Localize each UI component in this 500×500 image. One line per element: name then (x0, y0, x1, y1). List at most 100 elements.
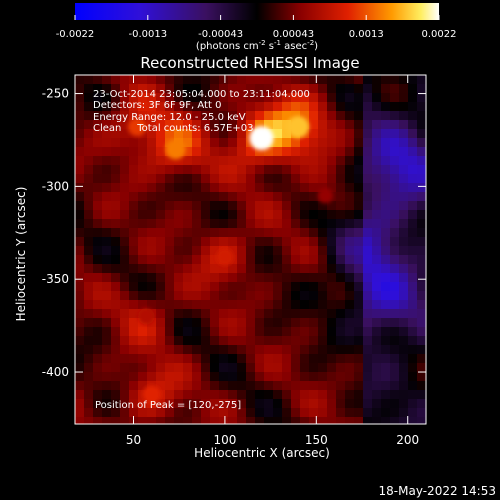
heatmap-cell (282, 183, 292, 193)
heatmap-cell (354, 192, 364, 202)
heatmap-cell (273, 84, 283, 94)
heatmap-cell (273, 228, 283, 238)
heatmap-cell (345, 381, 355, 391)
heatmap-cell (273, 309, 283, 319)
heatmap-cell (273, 192, 283, 202)
heatmap-cell (237, 327, 247, 337)
heatmap-cell (282, 165, 292, 175)
heatmap-cell (75, 246, 85, 256)
heatmap-cell (75, 363, 85, 373)
heatmap-cell (291, 201, 301, 211)
heatmap-cell (318, 309, 328, 319)
heatmap-cell (363, 84, 373, 94)
heatmap-cell (336, 255, 346, 265)
x-axis-title: Heliocentric X (arcsec) (194, 446, 330, 460)
heatmap-cell (237, 156, 247, 166)
heatmap-cell (183, 228, 193, 238)
heatmap-cell (390, 237, 400, 247)
heatmap-cell (318, 93, 328, 103)
heatmap-cell (300, 291, 310, 301)
heatmap-cell (255, 390, 265, 400)
heatmap-cell (156, 273, 166, 283)
heatmap-cell (372, 354, 382, 364)
heatmap-cell (345, 183, 355, 193)
heatmap-cell (102, 318, 112, 328)
heatmap-cell (381, 399, 391, 409)
heatmap-cell (237, 210, 247, 220)
heatmap-cell (381, 228, 391, 238)
heatmap-cell (354, 183, 364, 193)
heatmap-cell (93, 156, 103, 166)
heatmap-cell (327, 138, 337, 148)
heatmap-cell (381, 201, 391, 211)
heatmap-cell (255, 318, 265, 328)
heatmap-cell (282, 363, 292, 373)
heatmap-cell (264, 264, 274, 274)
heatmap-cell (246, 201, 256, 211)
heatmap-cell (165, 219, 175, 229)
heatmap-cell (219, 210, 229, 220)
bright-source (249, 126, 274, 151)
heatmap-cell (147, 210, 157, 220)
heatmap-cell (309, 345, 319, 355)
heatmap-cell (201, 111, 211, 121)
heatmap-cell (291, 192, 301, 202)
heatmap-cell (120, 309, 130, 319)
heatmap-cell (309, 84, 319, 94)
heatmap-cell (102, 201, 112, 211)
heatmap-cell (408, 201, 418, 211)
heatmap-cell (129, 318, 139, 328)
heatmap-cell (408, 147, 418, 157)
heatmap-cell (228, 282, 238, 292)
heatmap-cell (246, 372, 256, 382)
heatmap-cell (309, 291, 319, 301)
heatmap-cell (282, 129, 292, 139)
heatmap-cell (300, 165, 310, 175)
bright-source (216, 248, 234, 266)
heatmap-cell (300, 138, 310, 148)
heatmap-cell (390, 219, 400, 229)
heatmap-cell (129, 399, 139, 409)
heatmap-cell (336, 381, 346, 391)
heatmap-cell (192, 336, 202, 346)
heatmap-cell (318, 408, 328, 418)
heatmap-cell (156, 327, 166, 337)
heatmap-cell (309, 102, 319, 112)
heatmap-cell (192, 417, 202, 424)
heatmap-cell (129, 156, 139, 166)
heatmap-cell (129, 183, 139, 193)
heatmap-cell (192, 210, 202, 220)
y-tick-label: -400 (42, 365, 69, 379)
heatmap-cell (93, 210, 103, 220)
heatmap-cell (192, 345, 202, 355)
heatmap-cell (129, 255, 139, 265)
heatmap-cell (345, 363, 355, 373)
heatmap-cell (255, 111, 265, 121)
heatmap-cell (363, 390, 373, 400)
heatmap-cell (84, 219, 94, 229)
heatmap-cell (381, 291, 391, 301)
heatmap-cell (345, 102, 355, 112)
heatmap-cell (138, 399, 148, 409)
heatmap-cell (345, 309, 355, 319)
heatmap-cell (210, 219, 220, 229)
heatmap-cell (336, 138, 346, 148)
heatmap-cell (120, 111, 130, 121)
heatmap-cell (372, 390, 382, 400)
heatmap-cell (273, 363, 283, 373)
heatmap-cell (201, 282, 211, 292)
heatmap-cell (309, 273, 319, 283)
heatmap-cell (183, 201, 193, 211)
heatmap-cell (264, 372, 274, 382)
heatmap-cell (327, 291, 337, 301)
heatmap-cell (246, 120, 256, 130)
heatmap-cell (210, 354, 220, 364)
heatmap-cell (255, 201, 265, 211)
heatmap-cell (354, 417, 364, 424)
heatmap-cell (237, 246, 247, 256)
heatmap-cell (264, 381, 274, 391)
heatmap-cell (291, 111, 301, 121)
heatmap-cell (75, 381, 85, 391)
heatmap-cell (354, 273, 364, 283)
heatmap-cell (165, 354, 175, 364)
